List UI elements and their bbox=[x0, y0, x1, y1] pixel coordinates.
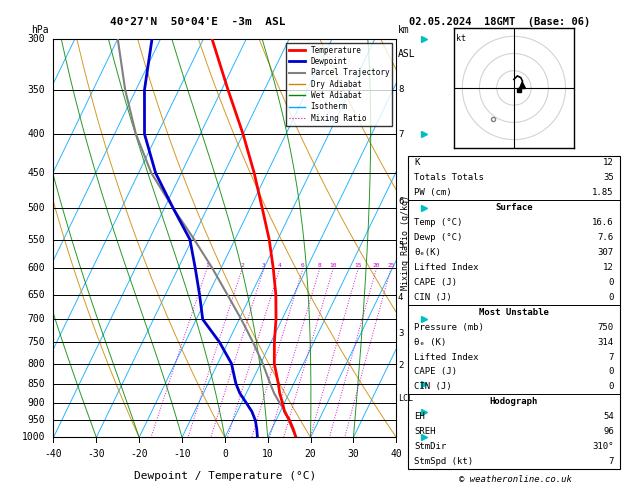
Text: 96: 96 bbox=[603, 427, 614, 436]
Text: 700: 700 bbox=[27, 314, 45, 324]
Text: 7: 7 bbox=[608, 352, 614, 362]
Text: CAPE (J): CAPE (J) bbox=[414, 278, 457, 287]
Text: CIN (J): CIN (J) bbox=[414, 293, 452, 302]
Text: 2: 2 bbox=[398, 361, 403, 370]
Text: kt: kt bbox=[456, 34, 466, 43]
Text: Dewp (°C): Dewp (°C) bbox=[414, 233, 462, 242]
Text: 950: 950 bbox=[27, 416, 45, 425]
Text: 0: 0 bbox=[222, 449, 228, 458]
Text: 4: 4 bbox=[398, 293, 403, 302]
Text: StmDir: StmDir bbox=[414, 442, 446, 451]
Text: 15: 15 bbox=[355, 263, 362, 268]
Text: PW (cm): PW (cm) bbox=[414, 189, 452, 197]
Text: 5: 5 bbox=[398, 241, 403, 250]
Text: K: K bbox=[414, 158, 420, 168]
Text: 900: 900 bbox=[27, 398, 45, 408]
Text: 310°: 310° bbox=[593, 442, 614, 451]
Text: 500: 500 bbox=[27, 203, 45, 213]
Text: ASL: ASL bbox=[398, 49, 416, 59]
Text: EH: EH bbox=[414, 412, 425, 421]
Text: 25: 25 bbox=[387, 263, 394, 268]
Text: 16.6: 16.6 bbox=[593, 218, 614, 227]
Text: 7: 7 bbox=[608, 457, 614, 466]
Text: StmSpd (kt): StmSpd (kt) bbox=[414, 457, 473, 466]
Text: 12: 12 bbox=[603, 158, 614, 168]
Text: 10: 10 bbox=[262, 449, 274, 458]
Text: Surface: Surface bbox=[495, 203, 533, 212]
Text: 10: 10 bbox=[330, 263, 337, 268]
Text: LCL: LCL bbox=[398, 394, 413, 403]
Text: 600: 600 bbox=[27, 263, 45, 273]
Text: 7.6: 7.6 bbox=[598, 233, 614, 242]
Text: 800: 800 bbox=[27, 359, 45, 368]
Text: 6: 6 bbox=[398, 197, 403, 206]
Text: -30: -30 bbox=[87, 449, 105, 458]
Text: Totals Totals: Totals Totals bbox=[414, 174, 484, 182]
Text: 314: 314 bbox=[598, 338, 614, 347]
Text: hPa: hPa bbox=[31, 25, 48, 35]
Text: 1.85: 1.85 bbox=[593, 189, 614, 197]
Text: 400: 400 bbox=[27, 129, 45, 139]
Text: 54: 54 bbox=[603, 412, 614, 421]
Text: 40°27'N  50°04'E  -3m  ASL: 40°27'N 50°04'E -3m ASL bbox=[109, 17, 285, 27]
Text: 7: 7 bbox=[398, 130, 403, 139]
Text: SREH: SREH bbox=[414, 427, 435, 436]
Text: θₑ(K): θₑ(K) bbox=[414, 248, 441, 257]
Text: 3: 3 bbox=[262, 263, 266, 268]
Text: 307: 307 bbox=[598, 248, 614, 257]
Text: 750: 750 bbox=[27, 337, 45, 347]
Text: Mixing Ratio (g/kg): Mixing Ratio (g/kg) bbox=[401, 195, 410, 291]
Text: Hodograph: Hodograph bbox=[490, 398, 538, 406]
Text: -40: -40 bbox=[45, 449, 62, 458]
Text: Most Unstable: Most Unstable bbox=[479, 308, 549, 317]
Text: CIN (J): CIN (J) bbox=[414, 382, 452, 391]
Text: 6: 6 bbox=[301, 263, 305, 268]
Legend: Temperature, Dewpoint, Parcel Trajectory, Dry Adiabat, Wet Adiabat, Isotherm, Mi: Temperature, Dewpoint, Parcel Trajectory… bbox=[286, 43, 392, 125]
Text: 8: 8 bbox=[398, 86, 403, 94]
Text: 20: 20 bbox=[304, 449, 316, 458]
Text: © weatheronline.co.uk: © weatheronline.co.uk bbox=[459, 474, 572, 484]
Text: 0: 0 bbox=[608, 382, 614, 391]
Text: 0: 0 bbox=[608, 367, 614, 377]
Text: 40: 40 bbox=[391, 449, 402, 458]
Text: 650: 650 bbox=[27, 290, 45, 300]
Text: 350: 350 bbox=[27, 85, 45, 95]
Text: -20: -20 bbox=[130, 449, 148, 458]
Text: 450: 450 bbox=[27, 168, 45, 178]
Text: Dewpoint / Temperature (°C): Dewpoint / Temperature (°C) bbox=[134, 471, 316, 481]
Text: Lifted Index: Lifted Index bbox=[414, 352, 479, 362]
Text: 0: 0 bbox=[608, 293, 614, 302]
Text: Lifted Index: Lifted Index bbox=[414, 263, 479, 272]
Text: 1000: 1000 bbox=[21, 433, 45, 442]
Text: 30: 30 bbox=[348, 449, 359, 458]
Text: 20: 20 bbox=[373, 263, 381, 268]
Text: 1: 1 bbox=[205, 263, 209, 268]
Text: Temp (°C): Temp (°C) bbox=[414, 218, 462, 227]
Text: 300: 300 bbox=[27, 34, 45, 44]
Text: 12: 12 bbox=[603, 263, 614, 272]
Text: 750: 750 bbox=[598, 323, 614, 331]
Text: 35: 35 bbox=[603, 174, 614, 182]
Text: 8: 8 bbox=[318, 263, 321, 268]
Text: Pressure (mb): Pressure (mb) bbox=[414, 323, 484, 331]
Text: 850: 850 bbox=[27, 379, 45, 389]
Text: CAPE (J): CAPE (J) bbox=[414, 367, 457, 377]
Text: 550: 550 bbox=[27, 235, 45, 244]
Text: 3: 3 bbox=[398, 329, 403, 338]
Text: km: km bbox=[398, 25, 409, 35]
Text: -10: -10 bbox=[173, 449, 191, 458]
Text: 4: 4 bbox=[278, 263, 282, 268]
Text: 2: 2 bbox=[240, 263, 244, 268]
Text: 02.05.2024  18GMT  (Base: 06): 02.05.2024 18GMT (Base: 06) bbox=[409, 17, 591, 27]
Text: θₑ (K): θₑ (K) bbox=[414, 338, 446, 347]
Text: 0: 0 bbox=[608, 278, 614, 287]
